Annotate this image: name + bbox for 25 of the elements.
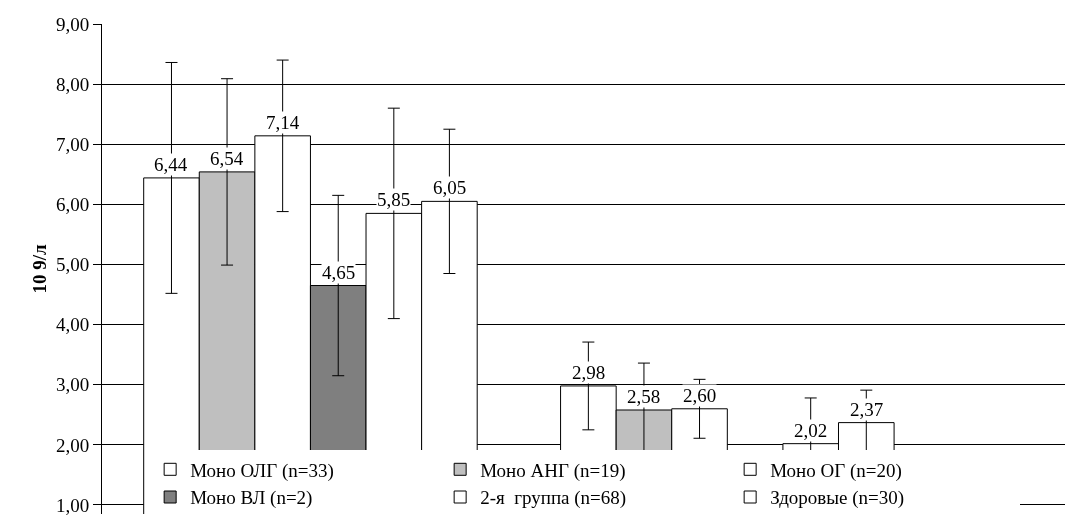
y-axis-title: 10 9/л [28,244,50,294]
y-tick-label: 3,00 [55,374,90,396]
legend-label: Моно ВЛ (n=2) [190,487,313,510]
y-tick-label: 9,00 [55,13,90,35]
data-label: 6,54 [210,148,244,169]
legend-label: Моно АНГ (n=19) [480,459,626,482]
y-tick-label: 6,00 [55,194,90,216]
data-label: 2,98 [572,362,606,383]
data-label: 4,65 [322,262,356,283]
data-label: 2,60 [683,385,717,406]
legend-label: Моно ОЛГ (n=33) [190,459,334,482]
y-tick-label: 8,00 [55,73,90,95]
data-label: 2,02 [794,420,828,441]
data-label: 6,44 [154,154,188,175]
data-label: 6,05 [433,177,467,198]
data-label: 2,37 [850,399,884,420]
y-tick-label: 2,00 [55,434,90,456]
y-tick-label: 1,00 [55,494,90,516]
data-label: 5,85 [377,189,411,210]
y-tick-label: 4,00 [55,314,90,336]
y-tick-label: 5,00 [55,254,90,276]
y-tick-label: 7,00 [55,133,90,155]
data-label: 2,58 [627,386,661,407]
legend-label: 2-я группа (n=68) [480,487,627,510]
data-label: 7,14 [266,112,300,133]
